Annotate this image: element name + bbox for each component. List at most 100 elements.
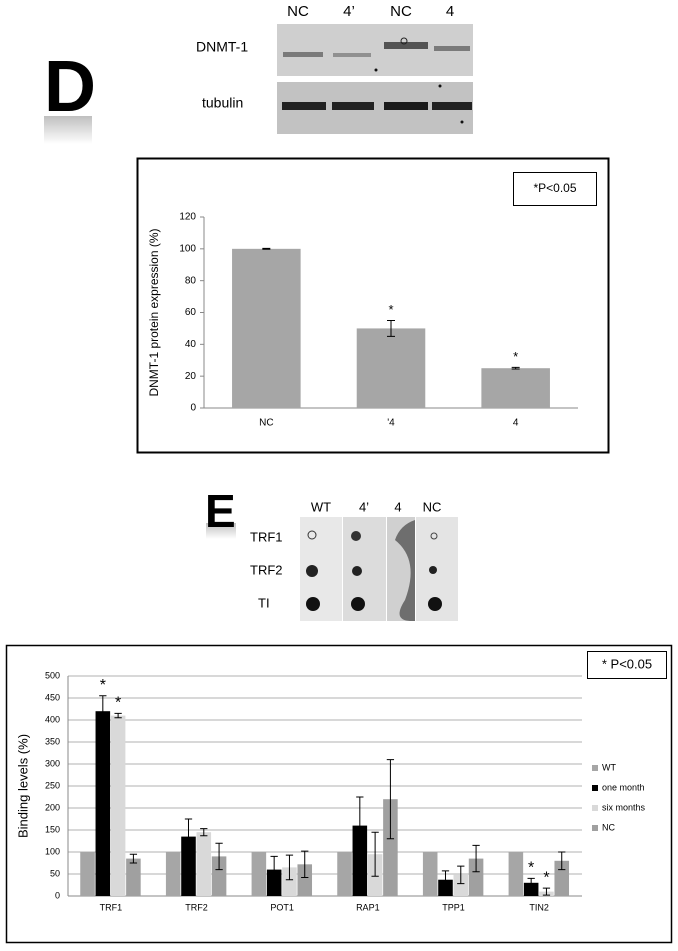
- bar: [232, 248, 301, 408]
- bar: [356, 328, 426, 408]
- legend-swatch: [592, 785, 598, 791]
- x-tick-label: TPP1: [442, 902, 465, 912]
- x-tick-label: TIN2: [529, 902, 549, 912]
- blot-column-label: 4’: [343, 3, 355, 20]
- bar: [196, 832, 212, 896]
- y-tick-label: 0: [190, 403, 196, 414]
- bar: [165, 852, 181, 896]
- bar: [352, 825, 368, 896]
- y-tick-label: 250: [45, 780, 60, 790]
- bar: [297, 864, 313, 896]
- legend-label: six months: [602, 802, 646, 812]
- legend-swatch: [592, 765, 598, 771]
- bar: [110, 715, 126, 896]
- y-tick-label: 200: [45, 802, 60, 812]
- bar: [126, 858, 141, 896]
- legend-label: NC: [602, 822, 615, 832]
- legend-swatch: [592, 805, 598, 811]
- error-bar: [527, 877, 535, 888]
- note: * P<0.05: [602, 656, 652, 671]
- significance-mark: *: [115, 695, 121, 712]
- x-tick-label: 4: [513, 418, 519, 429]
- note-box: [513, 172, 597, 206]
- y-tick-label: 350: [45, 736, 60, 746]
- bar: [468, 858, 484, 896]
- blot-column-label: 4: [394, 499, 401, 514]
- bar: [251, 852, 267, 896]
- bar: [508, 852, 524, 896]
- y-tick-label: 80: [185, 275, 197, 286]
- chart-frame: [5, 644, 673, 944]
- significance-mark: *: [543, 869, 549, 886]
- error-bar: [386, 759, 395, 840]
- y-tick-label: 500: [45, 670, 60, 680]
- blot-row-label: TI: [258, 595, 270, 610]
- x-tick-label: TRF1: [100, 902, 123, 912]
- error-bar: [285, 854, 294, 881]
- chart-frame: [136, 157, 610, 454]
- error-bar: [129, 853, 138, 864]
- blot-e: [300, 517, 458, 621]
- error-bar: [301, 850, 309, 879]
- bar: [422, 852, 438, 896]
- blot-column-label: 4’: [359, 499, 369, 514]
- blot-row-label: TRF1: [250, 529, 283, 544]
- significance-mark: *: [388, 302, 393, 317]
- note-box: [587, 651, 667, 679]
- y-tick-label: 100: [179, 243, 196, 254]
- error-bar: [558, 851, 566, 871]
- x-tick-label: RAP1: [356, 902, 380, 912]
- y-tick-label: 300: [45, 758, 60, 768]
- legend-label: one month: [602, 782, 645, 792]
- y-tick-label: 0: [55, 890, 60, 900]
- y-tick-label: 400: [45, 714, 60, 724]
- bar: [211, 856, 227, 896]
- x-tick-label: '4: [387, 418, 395, 429]
- error-bar: [270, 855, 278, 884]
- bar: [453, 874, 469, 896]
- y-tick-label: 20: [185, 371, 197, 382]
- error-bar: [542, 887, 551, 896]
- error-bar: [457, 865, 465, 885]
- blot-column-label: NC: [287, 3, 309, 20]
- blot-row-label: DNMT-1: [196, 39, 248, 55]
- letter-reflection: [206, 523, 236, 539]
- y-axis-label: DNMT-1 protein expression (%): [147, 228, 161, 396]
- letter-reflection: [44, 116, 92, 144]
- error-bar: [184, 818, 193, 855]
- blot-column-label: WT: [311, 499, 331, 514]
- panel-letter: D: [44, 47, 96, 127]
- blot-row-label: tubulin: [202, 95, 243, 111]
- blot-column-label: 4: [446, 3, 454, 20]
- legend-label: WT: [602, 762, 616, 772]
- blot-column-label: NC: [423, 499, 442, 514]
- x-tick-label: TRF2: [185, 902, 208, 912]
- y-tick-label: 150: [45, 824, 60, 834]
- bar: [80, 852, 95, 896]
- error-bar: [511, 366, 520, 370]
- error-bar: [262, 247, 271, 250]
- blot-row-label: TRF2: [250, 562, 283, 577]
- bar: [181, 836, 196, 896]
- bar: [95, 711, 111, 896]
- significance-mark: *: [100, 677, 106, 694]
- bar: [383, 799, 398, 896]
- error-bar: [356, 796, 364, 855]
- bar: [337, 852, 352, 896]
- x-tick-label: NC: [259, 418, 273, 429]
- y-tick-label: 450: [45, 692, 60, 702]
- bar: [523, 882, 539, 896]
- error-bar: [114, 712, 122, 719]
- bar: [481, 368, 550, 408]
- note: *P<0.05: [533, 181, 576, 195]
- legend-swatch: [592, 825, 598, 831]
- error-bar: [215, 842, 223, 871]
- error-bar: [387, 319, 395, 337]
- bar: [282, 867, 297, 896]
- error-bar: [99, 695, 107, 728]
- y-tick-label: 40: [185, 339, 197, 350]
- y-tick-label: 50: [50, 868, 60, 878]
- y-tick-label: 120: [179, 212, 196, 223]
- significance-mark: *: [528, 860, 534, 877]
